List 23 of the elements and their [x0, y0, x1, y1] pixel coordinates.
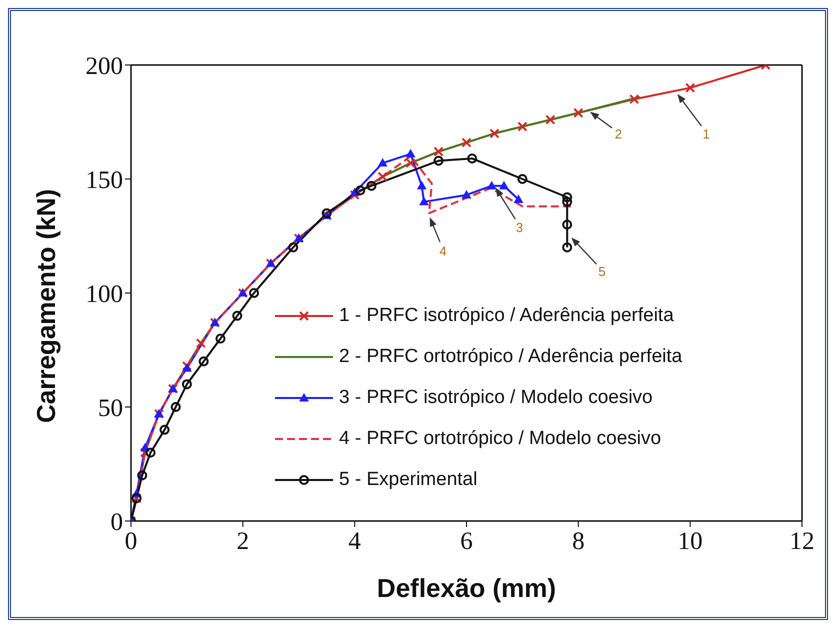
annotation: 5	[598, 264, 606, 279]
x-tick-label: 6	[460, 528, 473, 555]
x-tick-label: 4	[348, 528, 362, 555]
x-tick-label: 2	[236, 528, 250, 555]
legend-label: 4 - PRFC ortotrópico / Modelo coesivo	[339, 428, 662, 450]
legend-label: 2 - PRFC ortotrópico / Aderência perfeita	[339, 346, 682, 368]
x-tick-label: 12	[790, 528, 814, 555]
y-tick-label: 50	[98, 394, 123, 422]
y-tick-label: 100	[86, 280, 123, 308]
x-tick-label: 8	[572, 528, 585, 555]
annotation: 3	[516, 220, 524, 235]
y-tick-label: 200	[86, 52, 123, 80]
legend-label: 1 - PRFC isotrópico / Aderência perfeita	[339, 304, 674, 326]
y-axis-title: Carregamento (kN)	[31, 188, 62, 423]
x-tick-label: 10	[678, 528, 703, 555]
annotation: 4	[439, 243, 447, 258]
x-axis-title: Deflexão (mm)	[376, 573, 556, 603]
legend-label: 3 - PRFC isotrópico / Modelo coesivo	[339, 386, 653, 408]
annotation: 2	[614, 126, 622, 142]
legend-label: 5 - Experimental	[339, 468, 478, 490]
y-tick-label: 150	[86, 166, 123, 194]
annotation: 1	[702, 126, 710, 142]
y-tick-label: 0	[110, 508, 123, 536]
